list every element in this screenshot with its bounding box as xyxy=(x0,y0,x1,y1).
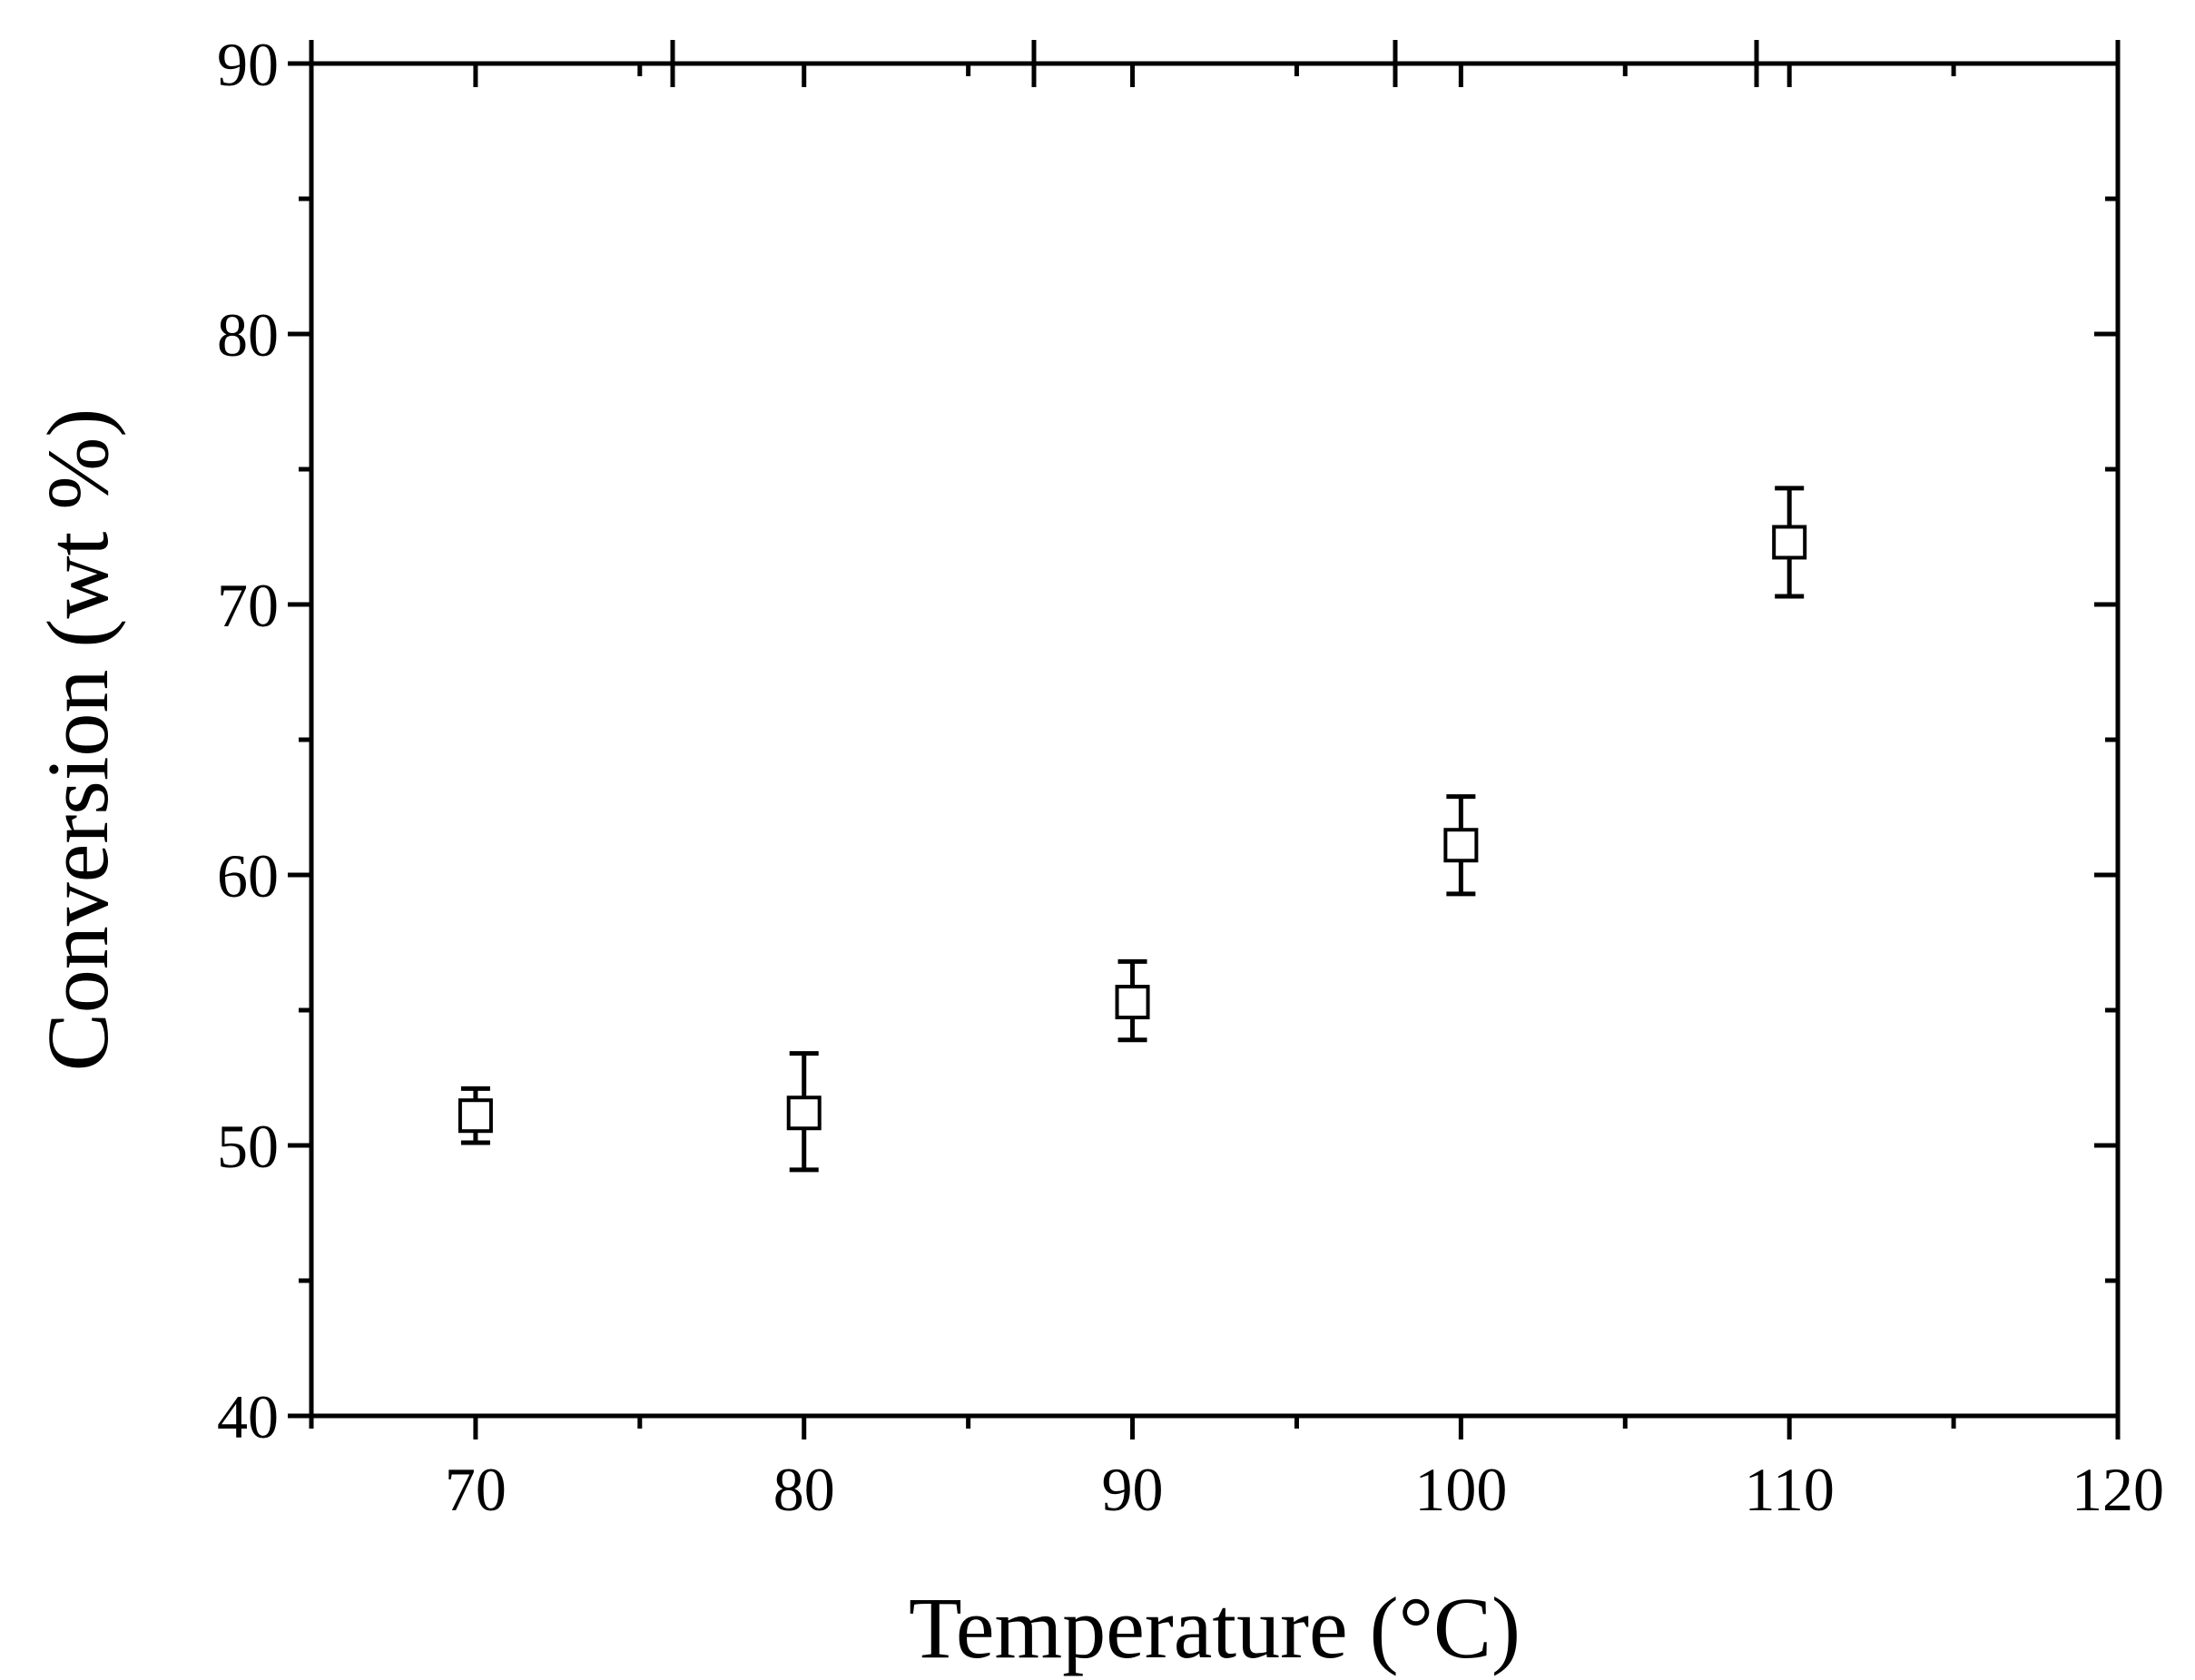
y-tick-label: 90 xyxy=(217,30,279,99)
data-point xyxy=(458,1098,493,1134)
y-tick-label: 40 xyxy=(217,1382,279,1451)
x-tick-label: 80 xyxy=(773,1455,835,1524)
x-axis-title: Temperature (°C) xyxy=(909,1579,1521,1676)
data-point xyxy=(786,1095,822,1131)
data-marks xyxy=(458,486,1807,1173)
x-tick-label: 90 xyxy=(1102,1455,1164,1524)
y-tick-label: 50 xyxy=(217,1112,279,1181)
x-tick-label: 110 xyxy=(1744,1455,1834,1524)
x-tick-label: 120 xyxy=(2072,1455,2164,1524)
data-point xyxy=(1772,525,1807,560)
tick-labels: 70 80 90 100 110 120 40 50 60 70 80 90 xyxy=(217,30,2164,1524)
plot-frame xyxy=(309,61,2121,1419)
y-tick-label: 80 xyxy=(217,300,279,369)
x-tick-label: 70 xyxy=(445,1455,507,1524)
y-tick-label: 70 xyxy=(217,571,279,640)
axis-ticks xyxy=(288,40,2121,1439)
data-point xyxy=(1115,985,1150,1020)
y-tick-label: 60 xyxy=(217,841,279,910)
y-axis-title: Conversion (wt %) xyxy=(29,408,126,1072)
data-point xyxy=(1443,828,1479,863)
x-tick-label: 100 xyxy=(1414,1455,1507,1524)
